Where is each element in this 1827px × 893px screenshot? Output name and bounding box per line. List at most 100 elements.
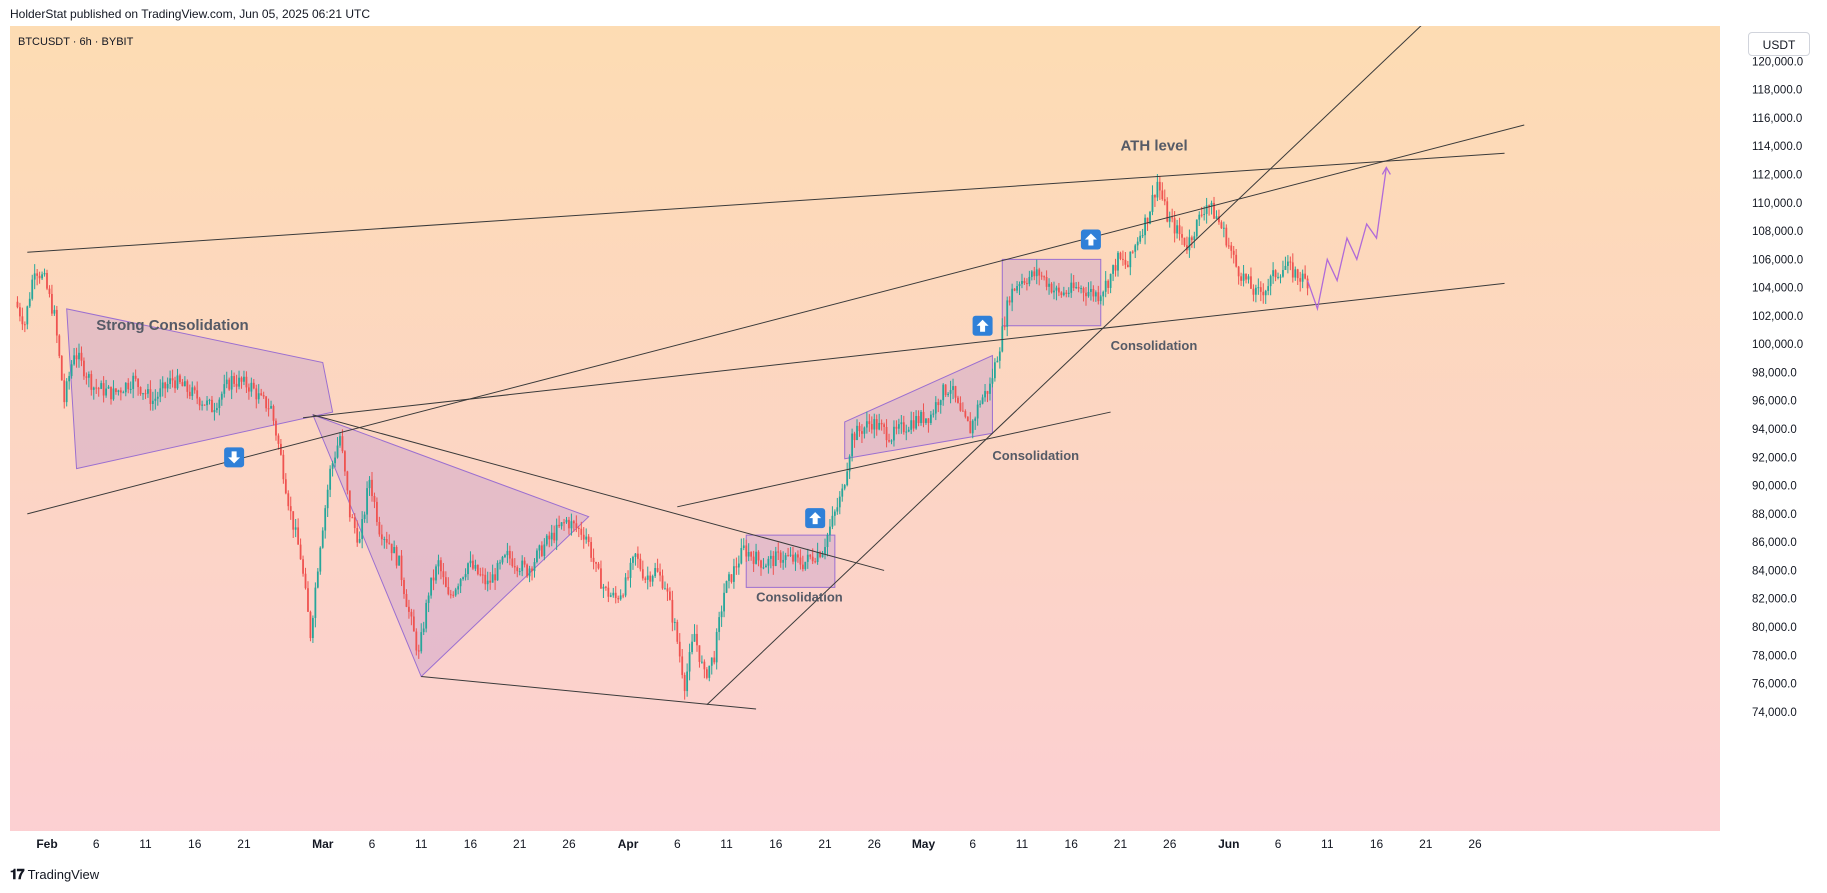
candle: [1107, 279, 1110, 294]
candle: [161, 376, 164, 397]
candle: [666, 583, 669, 601]
candle: [294, 518, 297, 538]
candle: [481, 567, 484, 584]
y-tick-labels: 74,000.0 76,000.0 78,000.0 80,000.0 82,000.0…: [1752, 56, 1803, 719]
candle: [257, 384, 260, 404]
candle: [624, 573, 627, 598]
candle: [405, 589, 408, 608]
candle: [398, 555, 400, 566]
candle: [154, 389, 157, 410]
candle: [95, 378, 98, 394]
annotation-2: Consolidation: [992, 448, 1079, 463]
candle: [902, 415, 905, 435]
candle: [1058, 282, 1060, 297]
y-tick-label: 102,000.0: [1752, 311, 1803, 323]
symbol-label[interactable]: BTCUSDT · 6h · BYBIT: [18, 36, 134, 48]
candle: [459, 578, 462, 594]
candle: [267, 398, 270, 417]
candle: [102, 376, 105, 403]
candle: [885, 419, 888, 448]
candle: [1045, 270, 1048, 291]
candle: [592, 548, 595, 570]
candle: [341, 429, 344, 454]
candle: [814, 557, 817, 564]
candle: [314, 582, 317, 628]
candle: [757, 550, 760, 567]
candle: [1264, 289, 1267, 304]
candle: [378, 516, 381, 537]
candle: [568, 516, 570, 535]
candle: [316, 568, 319, 589]
candle: [506, 542, 509, 564]
candle: [403, 577, 405, 599]
candle: [132, 372, 135, 399]
candle: [730, 574, 733, 584]
candle: [998, 347, 1001, 369]
candle: [553, 525, 556, 544]
candle: [1220, 220, 1223, 229]
footer-brand[interactable]: 𝟏𝟕 TradingView: [10, 866, 99, 883]
candle: [698, 645, 701, 668]
candle: [410, 608, 413, 626]
x-tick-label: 21: [513, 837, 527, 851]
candle: [888, 433, 890, 443]
candle: [976, 400, 979, 426]
candle: [383, 536, 386, 549]
candle: [250, 377, 253, 397]
candle: [619, 589, 622, 601]
candle: [51, 284, 53, 316]
candle: [1222, 221, 1225, 238]
candle: [516, 565, 519, 578]
candle: [804, 561, 807, 571]
candle: [83, 357, 85, 380]
candles-layer: [16, 173, 1309, 700]
price-chart[interactable]: Strong Consolidation Consolidation Consoli…: [10, 11, 1720, 856]
candle: [1136, 237, 1139, 251]
candle: [1304, 265, 1307, 280]
trendline-6: [706, 11, 1436, 706]
candle: [373, 492, 376, 509]
candle: [287, 490, 290, 511]
candle: [1208, 204, 1210, 216]
candle: [1277, 272, 1279, 280]
y-tick-label: 96,000.0: [1752, 396, 1797, 408]
candle: [486, 571, 489, 592]
candle: [1183, 237, 1186, 247]
y-tick-label: 94,000.0: [1752, 424, 1797, 436]
currency-button[interactable]: USDT: [1748, 32, 1810, 56]
candle: [636, 546, 639, 568]
candle: [358, 531, 361, 544]
candle: [334, 451, 336, 468]
candle: [794, 552, 797, 571]
candle: [90, 370, 93, 396]
x-axis: Feb 6 11 16 21 Mar 6 11 16 21 26 Apr 6 11 16 21 26 May 6 11…: [10, 831, 1720, 856]
candle: [440, 557, 442, 580]
candle: [777, 542, 780, 561]
candle: [952, 378, 954, 400]
candle: [651, 574, 654, 587]
candle: [496, 560, 499, 581]
candle: [1062, 286, 1065, 297]
candle: [1023, 277, 1026, 285]
patterns-layer: [66, 258, 1102, 678]
candle: [880, 419, 883, 431]
chart-area[interactable]: Strong Consolidation Consolidation Consoli…: [10, 11, 1720, 856]
y-tick-label: 104,000.0: [1752, 283, 1803, 295]
candle: [993, 358, 996, 382]
candle: [1018, 281, 1021, 296]
candle: [1139, 231, 1142, 244]
candle: [1087, 282, 1090, 298]
y-tick-label: 84,000.0: [1752, 565, 1797, 577]
y-tick-label: 120,000.0: [1752, 56, 1803, 68]
candle: [580, 521, 583, 541]
y-tick-label: 100,000.0: [1752, 339, 1803, 351]
candle: [912, 412, 915, 432]
candle: [703, 659, 706, 679]
candle: [26, 305, 29, 330]
price-axis[interactable]: 74,000.0 76,000.0 78,000.0 80,000.0 82,000.0…: [1720, 26, 1827, 856]
x-tick-label: 6: [969, 837, 976, 851]
candle: [218, 397, 221, 416]
candle: [393, 540, 396, 554]
candle: [538, 544, 541, 559]
candle: [590, 537, 593, 562]
